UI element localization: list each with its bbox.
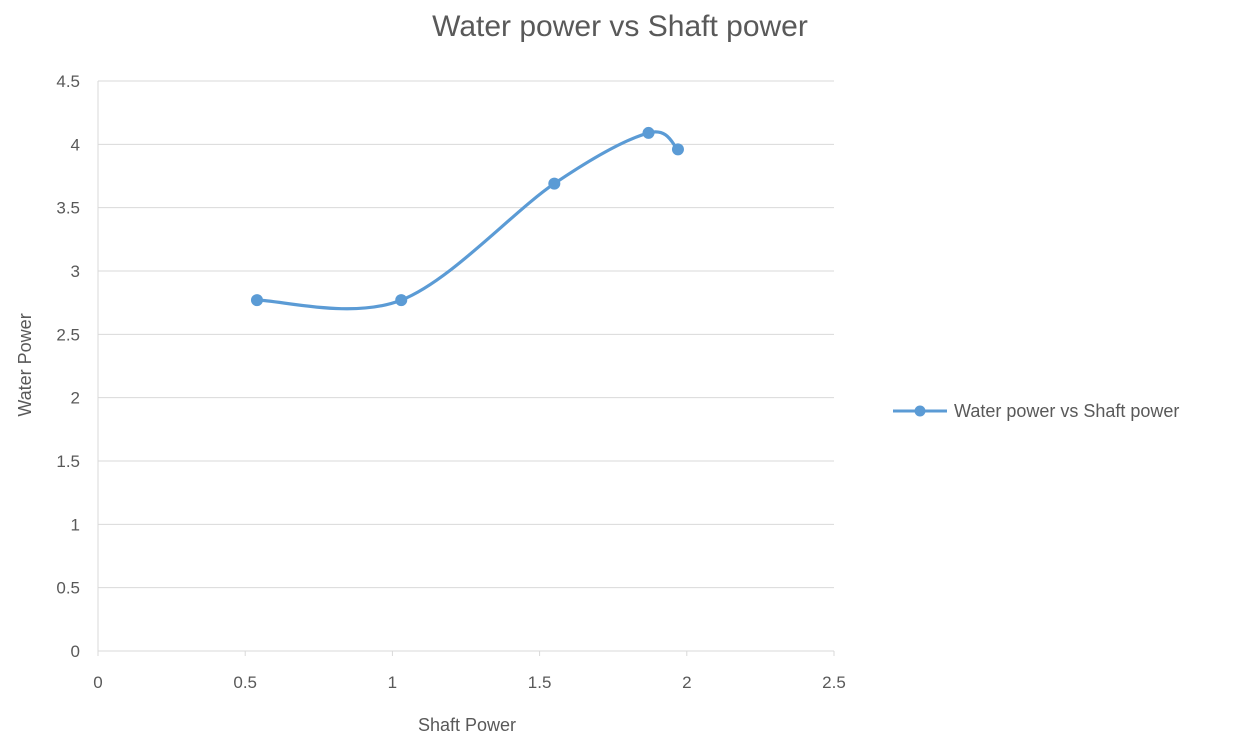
data-point (548, 177, 561, 190)
axes (97, 81, 834, 652)
data-point (395, 294, 408, 307)
x-tick-label: 0 (93, 673, 102, 692)
y-tick-label: 0.5 (56, 579, 80, 598)
y-tick-label: 3 (71, 262, 80, 281)
x-tick-label: 0.5 (233, 673, 257, 692)
legend-label: Water power vs Shaft power (954, 401, 1179, 421)
x-tick-label: 1.5 (528, 673, 552, 692)
y-tick-label: 2 (71, 389, 80, 408)
y-axis-title: Water Power (15, 313, 35, 416)
chart-title: Water power vs Shaft power (432, 10, 808, 43)
y-tick-label: 0 (71, 642, 80, 661)
y-tick-label: 4.5 (56, 72, 80, 91)
data-point (642, 126, 655, 139)
legend-marker (914, 405, 926, 417)
y-tick-label: 4 (71, 135, 80, 154)
y-tick-label: 1 (71, 515, 80, 534)
y-tick-label: 2.5 (56, 325, 80, 344)
legend: Water power vs Shaft power (893, 401, 1179, 421)
x-axis-title: Shaft Power (418, 715, 516, 735)
gridlines (98, 80, 834, 589)
y-tick-label: 3.5 (56, 199, 80, 218)
x-tick-label: 1 (388, 673, 397, 692)
y-axis-ticks: 0 0.5 1 1.5 2 2.5 3 3.5 4 4.5 (56, 72, 80, 661)
series-layer (250, 126, 684, 311)
x-tick-label: 2.5 (822, 673, 846, 692)
y-tick-label: 1.5 (56, 452, 80, 471)
data-point (250, 294, 263, 307)
x-tick-label: 2 (682, 673, 691, 692)
series-line (255, 130, 680, 311)
data-point (671, 143, 684, 156)
x-axis-ticks: 0 0.5 1 1.5 2 2.5 (93, 651, 846, 692)
